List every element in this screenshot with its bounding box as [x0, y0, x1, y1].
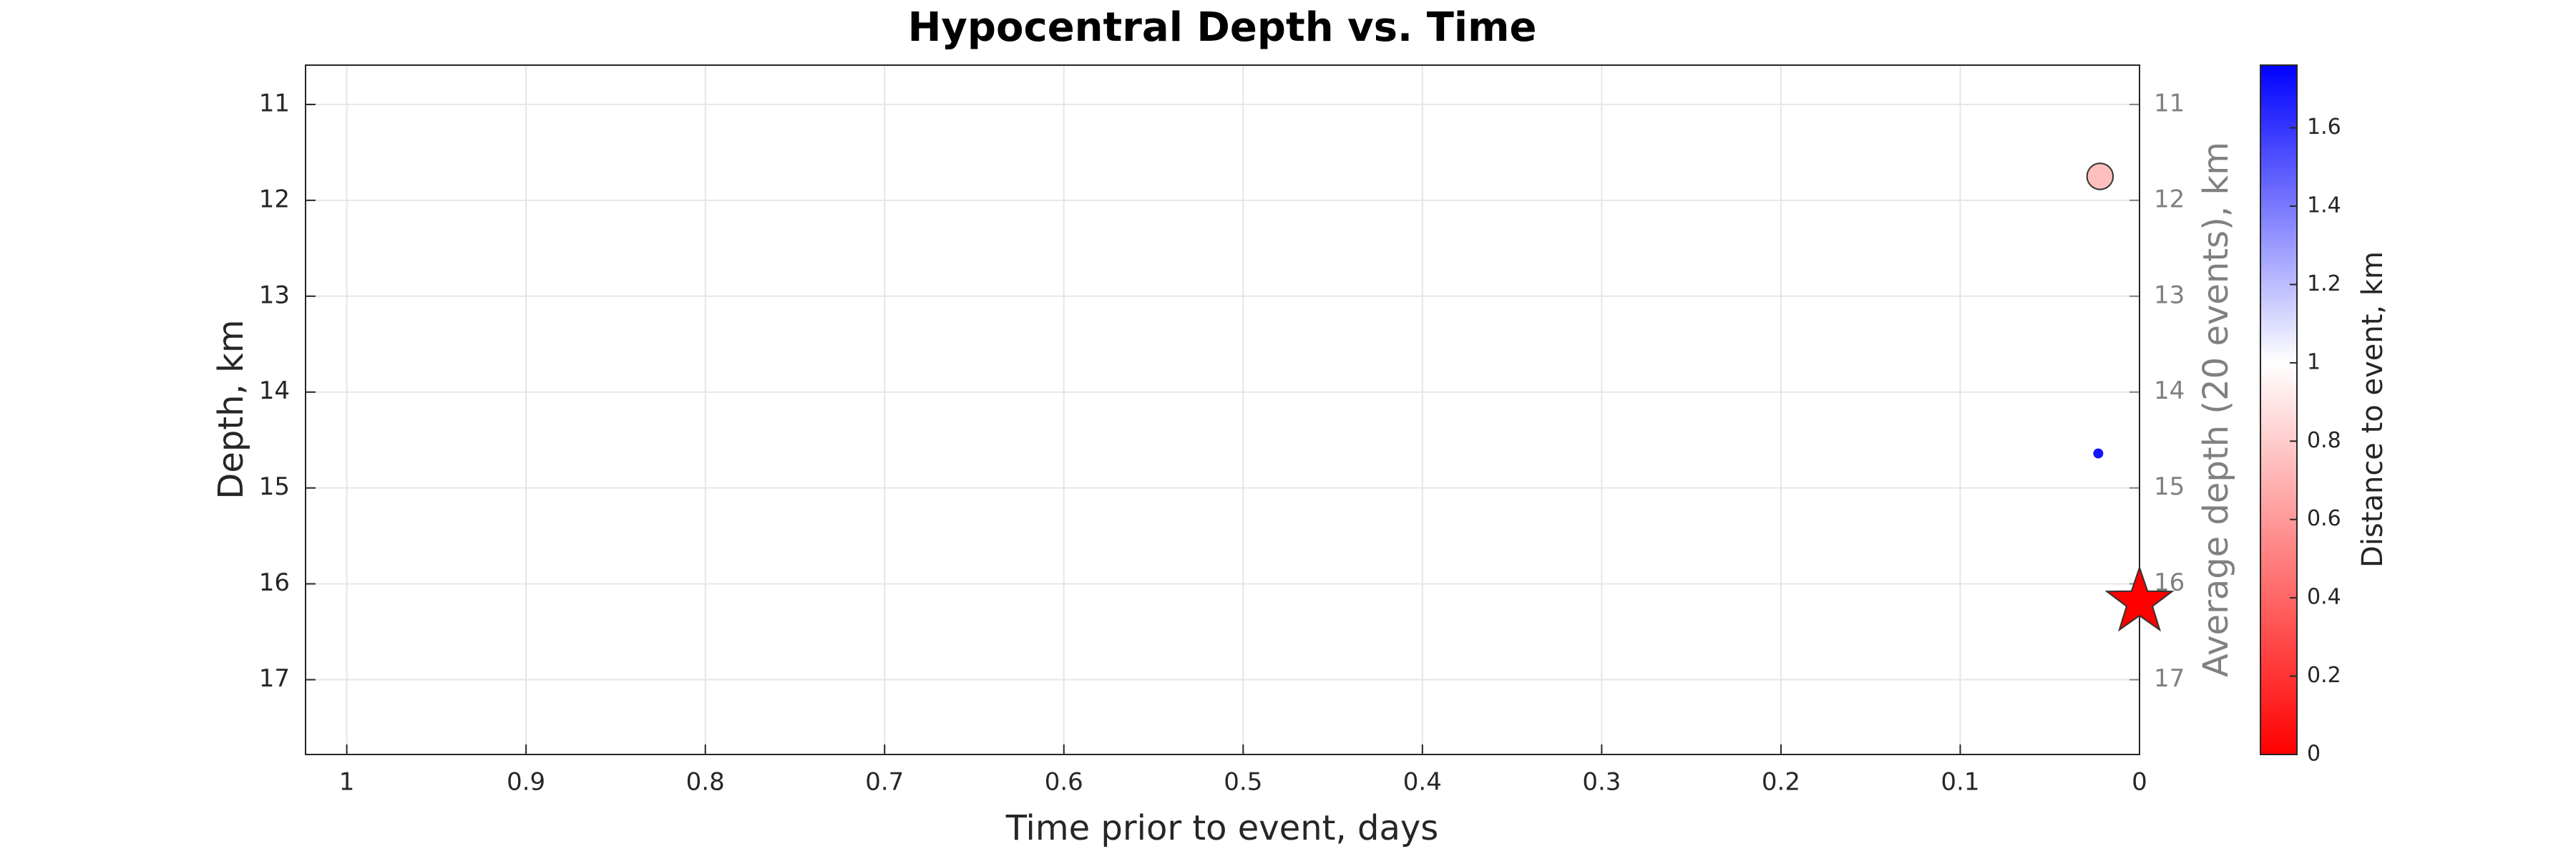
- y2-tick-label: 12: [2154, 185, 2185, 213]
- y-tick-label: 13: [259, 281, 290, 309]
- y-tick-label: 16: [259, 568, 290, 597]
- y2-axis-label: Average depth (20 events), km: [2196, 142, 2236, 677]
- x-tick-label: 0.5: [1224, 768, 1262, 797]
- y-tick-label: 12: [259, 185, 290, 213]
- mainshock-star: [2104, 565, 2175, 632]
- y2-tick-label: 15: [2154, 472, 2185, 501]
- x-axis-label: Time prior to event, days: [1005, 808, 1439, 848]
- colorbar: [2260, 64, 2298, 755]
- x-tick-label: 0.2: [1762, 768, 1800, 797]
- x-tick-label: 1: [339, 768, 355, 797]
- y-tick-label: 14: [259, 377, 290, 405]
- y-tick-label: 11: [259, 89, 290, 117]
- x-tick-label: 0.3: [1582, 768, 1621, 797]
- x-tick-label: 0.4: [1403, 768, 1442, 797]
- y2-tick-label: 17: [2154, 664, 2185, 693]
- colorbar-tick-label: 0.2: [2307, 663, 2341, 688]
- colorbar-tick-label: 0.4: [2307, 585, 2341, 610]
- colorbar-tick-label: 0: [2307, 742, 2321, 767]
- y2-tick-label: 13: [2154, 281, 2185, 309]
- data-point: [2086, 162, 2114, 190]
- chart-title: Hypocentral Depth vs. Time: [908, 4, 1537, 51]
- x-tick-label: 0.7: [865, 768, 904, 797]
- y2-tick-label: 14: [2154, 377, 2185, 405]
- colorbar-tick-label: 0.8: [2307, 428, 2341, 453]
- x-tick-label: 0.9: [507, 768, 545, 797]
- y-axis-label: Depth, km: [211, 319, 251, 499]
- colorbar-tick-label: 1: [2307, 349, 2321, 374]
- colorbar-tick-label: 0.6: [2307, 506, 2341, 531]
- x-tick-label: 0.8: [686, 768, 725, 797]
- x-tick-label: 0.6: [1045, 768, 1083, 797]
- colorbar-tick-label: 1.2: [2307, 271, 2341, 296]
- y-tick-label: 17: [259, 664, 290, 693]
- x-tick-label: 0: [2132, 768, 2147, 797]
- y2-tick-label: 11: [2154, 89, 2185, 117]
- y-tick-label: 15: [259, 472, 290, 501]
- plot-frame: [305, 64, 2140, 755]
- colorbar-tick-label: 1.6: [2307, 115, 2341, 140]
- x-tick-label: 0.1: [1941, 768, 1979, 797]
- data-point: [2093, 448, 2104, 459]
- colorbar-label: Distance to event, km: [2356, 251, 2389, 568]
- colorbar-tick-label: 1.4: [2307, 193, 2341, 218]
